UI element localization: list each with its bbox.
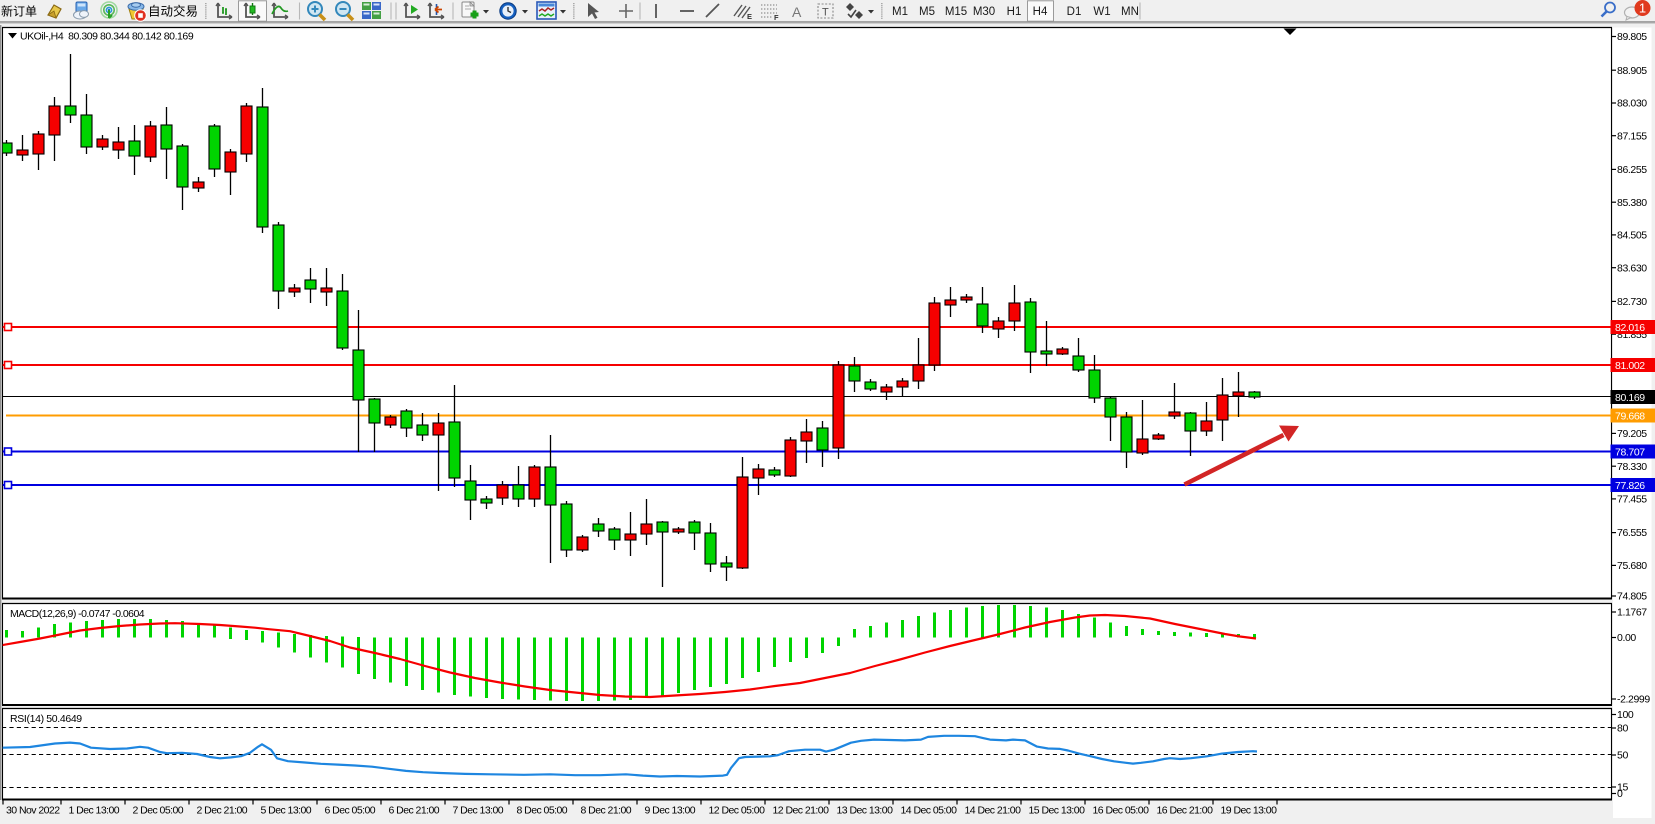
svg-text:88.905: 88.905 bbox=[1617, 65, 1647, 77]
svg-text:1.1767: 1.1767 bbox=[1617, 607, 1647, 619]
svg-text:F: F bbox=[774, 13, 779, 22]
svg-text:78.707: 78.707 bbox=[1615, 446, 1645, 458]
svg-text:1: 1 bbox=[1639, 1, 1646, 16]
svg-text:30 Nov 2022: 30 Nov 2022 bbox=[6, 805, 60, 817]
svg-text:M15: M15 bbox=[945, 6, 967, 18]
svg-text:86.255: 86.255 bbox=[1617, 164, 1647, 176]
svg-text:78.330: 78.330 bbox=[1617, 461, 1647, 473]
svg-text:19 Dec 13:00: 19 Dec 13:00 bbox=[1221, 805, 1278, 817]
svg-text:1 Dec 13:00: 1 Dec 13:00 bbox=[69, 805, 120, 817]
svg-text:83.630: 83.630 bbox=[1617, 262, 1647, 274]
svg-text:14 Dec 05:00: 14 Dec 05:00 bbox=[901, 805, 958, 817]
svg-text:13 Dec 13:00: 13 Dec 13:00 bbox=[837, 805, 894, 817]
svg-text:MACD(12,26,9) -0.0747 -0.0604: MACD(12,26,9) -0.0747 -0.0604 bbox=[10, 608, 145, 620]
svg-text:80.169: 80.169 bbox=[1615, 392, 1645, 404]
svg-text:W1: W1 bbox=[1093, 6, 1110, 18]
svg-text:81.002: 81.002 bbox=[1615, 360, 1645, 372]
svg-text:7 Dec 13:00: 7 Dec 13:00 bbox=[453, 805, 504, 817]
svg-text:100: 100 bbox=[1617, 709, 1634, 721]
svg-text:6 Dec 21:00: 6 Dec 21:00 bbox=[389, 805, 440, 817]
svg-text:82.730: 82.730 bbox=[1617, 296, 1647, 308]
svg-text:80: 80 bbox=[1617, 723, 1628, 735]
svg-text:77.826: 77.826 bbox=[1615, 480, 1645, 492]
svg-text:M1: M1 bbox=[892, 6, 908, 18]
svg-text:H1: H1 bbox=[1007, 6, 1022, 18]
svg-text:RSI(14) 50.4649: RSI(14) 50.4649 bbox=[10, 713, 82, 725]
svg-text:79.668: 79.668 bbox=[1615, 410, 1645, 422]
svg-text:77.455: 77.455 bbox=[1617, 494, 1647, 506]
svg-text:6 Dec 05:00: 6 Dec 05:00 bbox=[325, 805, 376, 817]
svg-text:M30: M30 bbox=[973, 6, 995, 18]
svg-text:0: 0 bbox=[1617, 788, 1623, 800]
svg-text:0.00: 0.00 bbox=[1617, 632, 1636, 644]
svg-text:D1: D1 bbox=[1067, 6, 1082, 18]
svg-text:2 Dec 05:00: 2 Dec 05:00 bbox=[133, 805, 184, 817]
svg-text:50: 50 bbox=[1617, 750, 1628, 762]
svg-text:8 Dec 21:00: 8 Dec 21:00 bbox=[581, 805, 632, 817]
svg-text:16 Dec 05:00: 16 Dec 05:00 bbox=[1093, 805, 1150, 817]
svg-text:M5: M5 bbox=[919, 6, 935, 18]
svg-text:自动交易: 自动交易 bbox=[148, 4, 198, 19]
svg-text:74.805: 74.805 bbox=[1617, 591, 1647, 603]
svg-text:E: E bbox=[747, 12, 752, 21]
svg-text:A: A bbox=[792, 4, 802, 20]
svg-text:12 Dec 21:00: 12 Dec 21:00 bbox=[773, 805, 830, 817]
svg-text:89.805: 89.805 bbox=[1617, 31, 1647, 43]
svg-text:T: T bbox=[822, 7, 829, 19]
svg-text:79.205: 79.205 bbox=[1617, 428, 1647, 440]
svg-text:14 Dec 21:00: 14 Dec 21:00 bbox=[965, 805, 1022, 817]
svg-text:UKOil-,H4 80.309 80.344 80.14: UKOil-,H4 80.309 80.344 80.142 80.169 bbox=[20, 31, 194, 43]
svg-text:87.155: 87.155 bbox=[1617, 130, 1647, 142]
svg-text:82.016: 82.016 bbox=[1615, 322, 1645, 334]
svg-text:75.680: 75.680 bbox=[1617, 560, 1647, 572]
svg-text:15 Dec 13:00: 15 Dec 13:00 bbox=[1029, 805, 1086, 817]
svg-text:H4: H4 bbox=[1033, 6, 1048, 18]
svg-text:-2.2999: -2.2999 bbox=[1617, 694, 1650, 706]
svg-text:84.505: 84.505 bbox=[1617, 230, 1647, 242]
svg-text:76.555: 76.555 bbox=[1617, 527, 1647, 539]
svg-text:2 Dec 21:00: 2 Dec 21:00 bbox=[197, 805, 248, 817]
svg-text:新订单: 新订单 bbox=[1, 4, 37, 19]
svg-text:88.030: 88.030 bbox=[1617, 98, 1647, 110]
svg-text:8 Dec 05:00: 8 Dec 05:00 bbox=[517, 805, 568, 817]
svg-text:9 Dec 13:00: 9 Dec 13:00 bbox=[645, 805, 696, 817]
svg-text:15: 15 bbox=[1617, 782, 1628, 794]
svg-text:85.380: 85.380 bbox=[1617, 197, 1647, 209]
svg-text:16 Dec 21:00: 16 Dec 21:00 bbox=[1157, 805, 1214, 817]
svg-text:5 Dec 13:00: 5 Dec 13:00 bbox=[261, 805, 312, 817]
svg-text:MN: MN bbox=[1121, 6, 1139, 18]
svg-text:12 Dec 05:00: 12 Dec 05:00 bbox=[709, 805, 766, 817]
